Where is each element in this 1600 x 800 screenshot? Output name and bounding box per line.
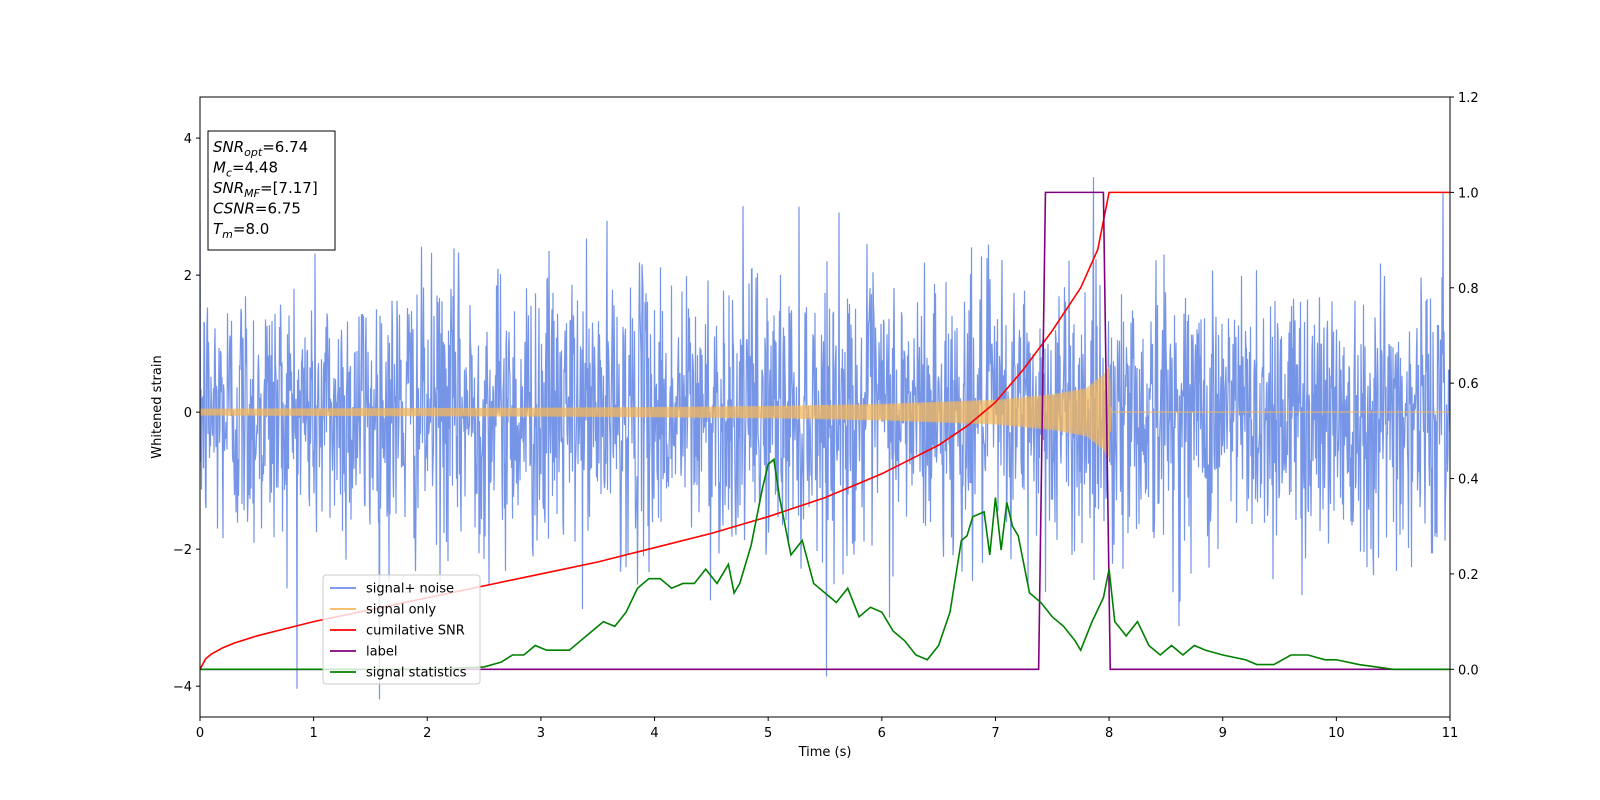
signal-plus-noise-line [200,177,1450,700]
signal-only-line [200,366,1450,459]
label-line [200,191,1450,671]
signal-plus-noise-series [200,177,1450,700]
y-tick-label: −4 [173,680,192,695]
y2-tick-label: 1.2 [1458,91,1479,106]
cumilative-snr-line [200,191,1450,670]
x-tick-label: 11 [1442,726,1459,741]
x-tick-label: 8 [1105,726,1113,741]
y2-tick-label: 0.4 [1458,473,1479,488]
x-tick-label: 7 [991,726,999,741]
x-tick-label: 1 [309,726,317,741]
legend-frame [322,574,481,685]
info-box-frame [207,130,336,251]
axes: 0 1 2 3 4 5 6 7 8 9 10 11 −4 −2 0 2 4 0.0 0.2 0.4 0.6 0.8 1.0 1… [173,91,1479,741]
y2-tick-label: 0.6 [1458,377,1479,392]
x-axis-label: Time (s) [798,745,852,760]
info-row: CSNR=6.75 [213,200,301,218]
y2-tick-label: 0.8 [1458,282,1479,297]
info-row: Tm=8.0 [213,220,269,241]
x-tick-label: 9 [1219,726,1227,741]
info-row: SNRopt=6.74 [213,138,308,159]
y-tick-label: 4 [184,132,192,147]
signal-only-series [200,366,1450,459]
plot-frame [199,96,1451,718]
x-tick-label: 10 [1328,726,1345,741]
y2-tick-label: 0.2 [1458,568,1479,583]
x-tick-label: 0 [196,726,204,741]
legend: signal+ noise signal only cumilative SNR la… [322,574,481,685]
x-tick-label: 2 [423,726,431,741]
info-row: Mc=4.48 [213,159,278,180]
legend-label: signal only [366,603,436,618]
y-tick-label: 2 [184,269,192,284]
legend-label: signal statistics [366,666,467,681]
x-tick-label: 4 [650,726,658,741]
legend-label: signal+ noise [366,582,454,597]
legend-label: label [366,645,397,660]
series-lines [200,191,1450,671]
signal-statistics-line [200,457,1450,671]
y-axis-label: Whitened strain [150,355,165,458]
y2-tick-label: 1.0 [1458,186,1479,201]
x-tick-label: 5 [764,726,772,741]
info-row: SNRMF=[7.17] [213,179,318,200]
x-tick-label: 3 [537,726,545,741]
legend-label: cumilative SNR [366,624,465,639]
x-tick-label: 6 [878,726,886,741]
y-tick-label: −2 [173,543,192,558]
y2-tick-label: 0.0 [1458,663,1479,678]
y-tick-label: 0 [184,406,192,421]
